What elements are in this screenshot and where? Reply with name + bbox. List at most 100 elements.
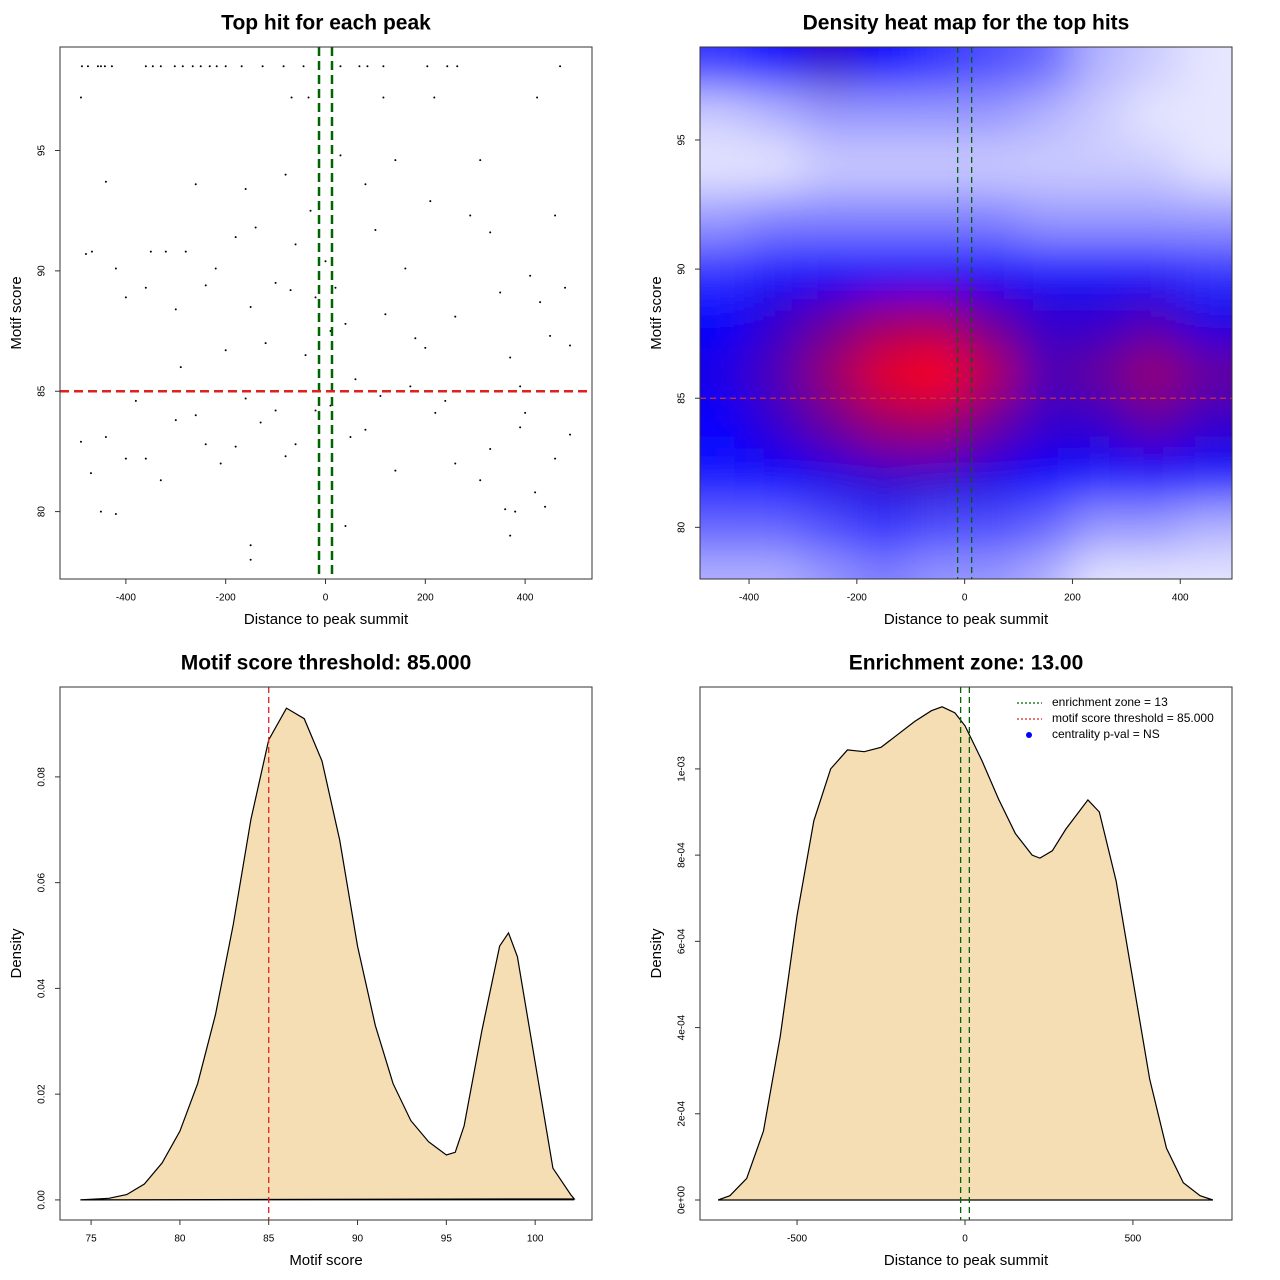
- heat-cell: [700, 501, 751, 555]
- point: [89, 472, 92, 475]
- heat-cell: [1180, 294, 1232, 348]
- point: [215, 65, 218, 68]
- point: [304, 354, 307, 357]
- point: [284, 455, 287, 458]
- heat-cell: [749, 139, 804, 193]
- heat-cell: [749, 294, 804, 348]
- point: [214, 267, 217, 270]
- heat-cell: [856, 398, 912, 451]
- heat-cell: [1072, 449, 1128, 503]
- point: [364, 428, 367, 431]
- point: [309, 209, 312, 212]
- y-tick-label: 0.08: [37, 767, 48, 787]
- point: [259, 421, 262, 424]
- chart-title: Density heat map for the top hits: [803, 12, 1130, 35]
- heat-cell: [749, 47, 804, 90]
- x-tick-label: -400: [116, 593, 136, 604]
- x-tick-label: 75: [86, 1234, 98, 1245]
- point: [264, 342, 267, 345]
- point: [404, 267, 407, 270]
- chart-title: Motif score threshold: 85.000: [181, 652, 472, 675]
- heat-cell: [700, 88, 751, 141]
- point: [144, 286, 147, 289]
- heatmap: [700, 47, 1232, 579]
- point: [159, 479, 162, 482]
- point: [219, 462, 222, 465]
- point: [454, 462, 457, 465]
- point: [104, 435, 107, 438]
- legend-label: centrality p-val = NS: [1052, 727, 1160, 741]
- heat-cell: [1180, 398, 1232, 451]
- plot-area: [717, 687, 1214, 1220]
- point: [519, 385, 522, 388]
- plot-frame: [699, 46, 1233, 580]
- legend-label: enrichment zone = 13: [1052, 695, 1168, 709]
- heat-cell: [1180, 553, 1232, 579]
- heat-cell: [856, 88, 912, 141]
- x-tick-label: -500: [787, 1234, 807, 1245]
- point: [244, 397, 247, 400]
- point: [339, 154, 342, 157]
- point: [194, 183, 197, 186]
- plot-frame: [59, 686, 593, 1221]
- heat-cell: [749, 553, 804, 579]
- point: [456, 65, 459, 68]
- heat-cell: [802, 501, 858, 555]
- panel: 75 80 85 90 95 100 0.00 0.02 0.04 0.06 0.08 Motif s…: [8, 652, 593, 1269]
- heat-cell: [856, 191, 912, 245]
- point: [234, 236, 237, 239]
- point: [204, 443, 207, 446]
- y-tick-label: 80: [37, 506, 48, 518]
- heat-cell: [1018, 346, 1074, 400]
- point: [374, 228, 377, 231]
- point: [454, 315, 457, 318]
- heat-cell: [856, 243, 912, 296]
- heat-cell: [1072, 139, 1128, 193]
- point: [124, 457, 127, 460]
- heat-cell: [856, 47, 912, 90]
- heat-cell: [802, 553, 858, 579]
- point: [282, 65, 285, 68]
- heat-cell: [700, 191, 751, 245]
- heat-cell: [1018, 294, 1074, 348]
- legend-label: motif score threshold = 85.000: [1052, 711, 1214, 725]
- point: [339, 65, 342, 68]
- point: [479, 479, 482, 482]
- heat-cell: [1018, 243, 1074, 296]
- heat-cell: [964, 501, 1020, 555]
- x-axis-title: Motif score: [289, 1252, 362, 1269]
- point: [469, 214, 472, 217]
- point: [174, 308, 177, 311]
- y-axis-title: Density: [8, 928, 25, 979]
- heat-cell: [749, 191, 804, 245]
- heat-cell: [700, 553, 751, 579]
- density-area: [80, 707, 576, 1201]
- heat-cell: [802, 243, 858, 296]
- heat-cell: [802, 398, 858, 451]
- point: [569, 344, 572, 347]
- plot-area: [700, 47, 1232, 579]
- y-axis-title: Motif score: [8, 276, 25, 349]
- point: [302, 65, 305, 68]
- point: [559, 65, 562, 68]
- point: [569, 433, 572, 436]
- y-tick-label: 0e+00: [677, 1186, 688, 1215]
- point: [249, 544, 252, 547]
- heat-cell: [802, 88, 858, 141]
- point: [364, 183, 367, 186]
- heat-cell: [802, 346, 858, 400]
- heat-cell: [1180, 449, 1232, 503]
- point: [499, 291, 502, 294]
- x-tick-label: 200: [1064, 593, 1081, 604]
- point: [379, 395, 382, 398]
- point: [181, 65, 184, 68]
- heat-cell: [1126, 398, 1182, 451]
- point: [344, 525, 347, 528]
- heat-cell: [802, 47, 858, 90]
- heat-cell: [910, 398, 966, 451]
- point: [274, 409, 277, 412]
- heat-cell: [802, 294, 858, 348]
- point: [544, 505, 547, 508]
- point: [509, 534, 512, 537]
- point: [366, 65, 369, 68]
